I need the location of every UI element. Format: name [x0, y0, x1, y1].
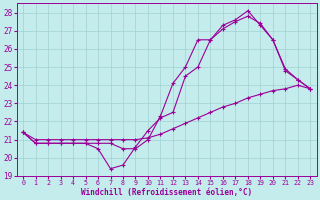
X-axis label: Windchill (Refroidissement éolien,°C): Windchill (Refroidissement éolien,°C)	[81, 188, 252, 197]
